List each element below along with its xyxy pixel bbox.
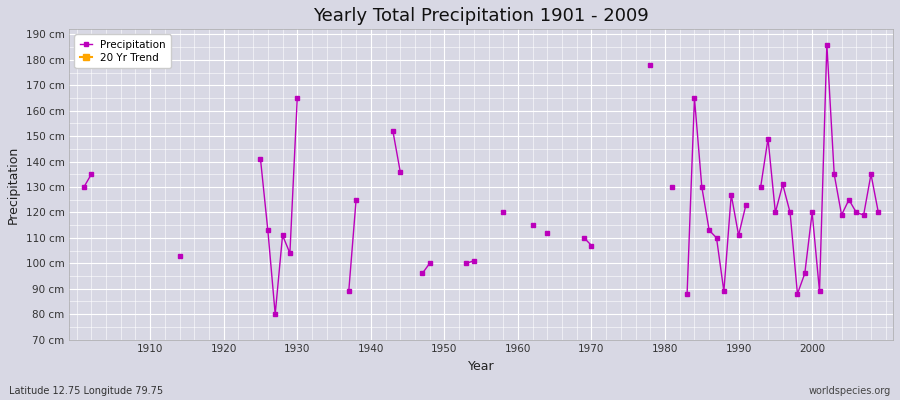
Legend: Precipitation, 20 Yr Trend: Precipitation, 20 Yr Trend bbox=[75, 34, 171, 68]
Precipitation bbox=[78, 185, 89, 190]
X-axis label: Year: Year bbox=[468, 360, 494, 373]
Y-axis label: Precipitation: Precipitation bbox=[7, 145, 20, 224]
Line: Precipitation: Precipitation bbox=[82, 172, 93, 189]
Text: Latitude 12.75 Longitude 79.75: Latitude 12.75 Longitude 79.75 bbox=[9, 386, 163, 396]
Text: worldspecies.org: worldspecies.org bbox=[809, 386, 891, 396]
Title: Yearly Total Precipitation 1901 - 2009: Yearly Total Precipitation 1901 - 2009 bbox=[313, 7, 649, 25]
Precipitation bbox=[86, 172, 96, 177]
